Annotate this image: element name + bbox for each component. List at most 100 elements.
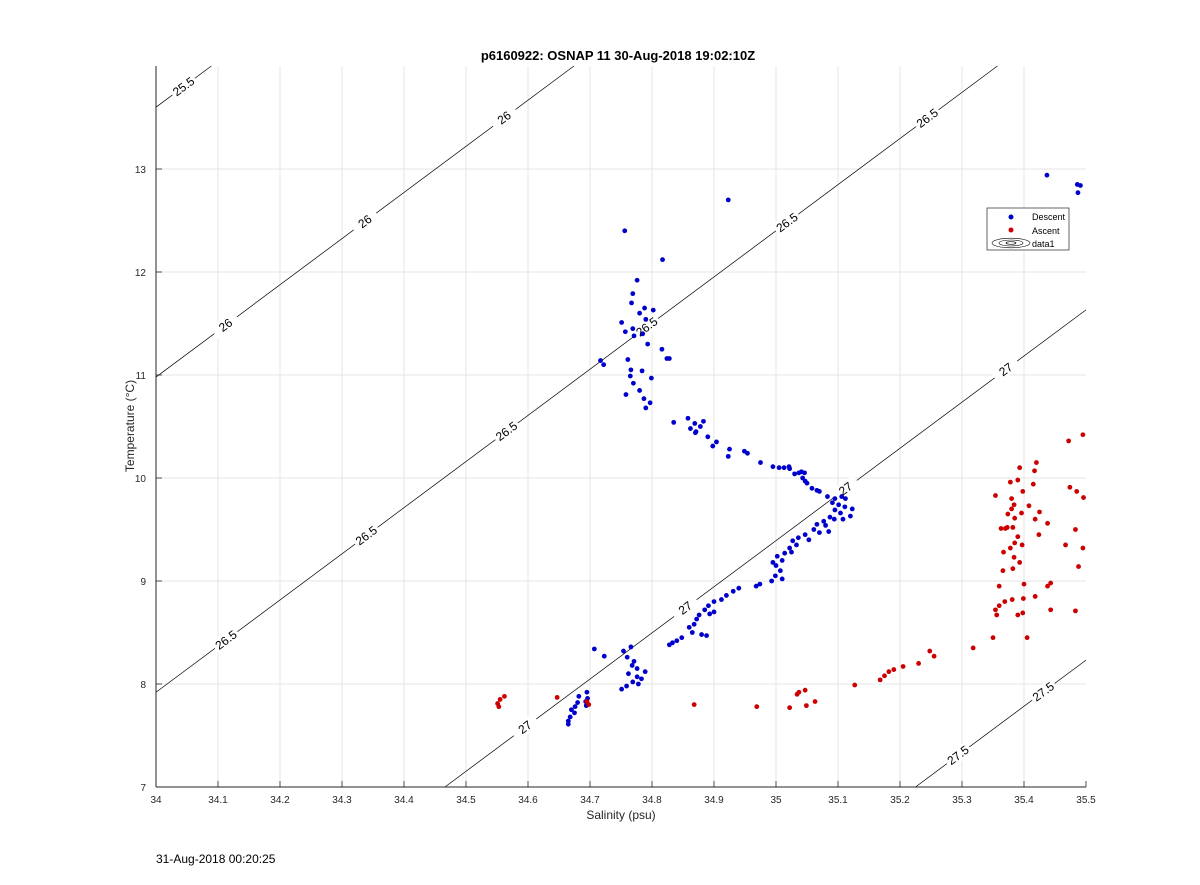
descent-point — [641, 396, 647, 402]
ascent-point — [1009, 496, 1014, 501]
descent-point — [840, 516, 846, 522]
data-points — [495, 172, 1086, 727]
descent-point — [779, 576, 785, 582]
descent-point — [724, 593, 729, 598]
descent-point — [650, 307, 656, 313]
ascent-point — [1019, 510, 1024, 516]
descent-point — [648, 375, 654, 381]
descent-point — [643, 405, 649, 411]
descent-point — [789, 549, 794, 555]
ascent-point — [502, 693, 507, 699]
descent-point — [598, 358, 603, 363]
ascent-point — [993, 607, 998, 613]
ascent-point — [1081, 495, 1086, 500]
descent-point — [692, 421, 698, 426]
descent-point — [575, 700, 580, 705]
descent-point — [795, 535, 801, 541]
contour-label-bg — [210, 626, 242, 655]
ascent-point — [1032, 594, 1038, 599]
descent-point — [848, 513, 853, 519]
descent-point — [619, 320, 625, 325]
chart-title: p6160922: OSNAP 11 30-Aug-2018 19:02:10Z — [481, 48, 755, 63]
descent-point — [666, 642, 672, 648]
descent-point — [639, 676, 644, 682]
descent-point — [806, 537, 812, 543]
ascent-point — [1037, 509, 1042, 515]
descent-point — [634, 277, 640, 283]
ascent-point — [1015, 534, 1021, 540]
descent-point — [688, 426, 693, 431]
ascent-point — [1007, 479, 1013, 485]
descent-point — [637, 388, 642, 393]
y-tick-label: 7 — [140, 783, 146, 794]
descent-point — [802, 470, 807, 476]
x-tick-label: 34.7 — [580, 795, 600, 806]
y-tick-label: 13 — [135, 165, 147, 176]
descent-point — [794, 542, 799, 548]
descent-point — [817, 488, 822, 494]
descent-point — [642, 305, 647, 311]
descent-point — [627, 373, 633, 379]
ascent-point — [1005, 511, 1011, 517]
ascent-point — [996, 603, 1002, 609]
ascent-point — [1024, 635, 1030, 641]
ascent-point — [1015, 477, 1021, 483]
descent-point — [701, 418, 706, 424]
descent-point — [711, 599, 717, 604]
ascent-point — [812, 699, 818, 704]
legend-ascent-label: Ascent — [1032, 226, 1060, 236]
descent-point — [635, 681, 641, 687]
x-tick-label: 34.3 — [332, 795, 352, 806]
ascent-point — [1067, 484, 1073, 490]
legend-data1-label: data1 — [1032, 239, 1055, 249]
legend-descent-label: Descent — [1032, 212, 1066, 222]
ascent-point — [916, 661, 921, 666]
descent-point — [825, 494, 830, 499]
descent-point — [624, 654, 630, 660]
descent-point — [631, 658, 637, 664]
ascent-point — [554, 694, 560, 700]
contour-label-bg — [830, 474, 862, 503]
descent-point — [645, 341, 651, 347]
descent-point — [832, 496, 838, 501]
descent-point — [576, 693, 582, 699]
ascent-point — [993, 493, 998, 498]
ascent-point — [1012, 540, 1018, 546]
x-tick-label: 35.5 — [1076, 795, 1096, 806]
descent-point — [569, 707, 574, 713]
ascent-point — [1020, 488, 1026, 494]
contour-label-bg — [990, 355, 1022, 384]
x-tick-label: 35.1 — [828, 795, 848, 806]
descent-point — [634, 674, 640, 680]
descent-point — [591, 646, 597, 652]
ascent-point — [803, 703, 809, 709]
descent-point — [671, 419, 677, 425]
x-tick-label: 34.6 — [518, 795, 538, 806]
descent-point — [777, 568, 783, 574]
descent-point — [745, 450, 750, 456]
descent-point — [753, 583, 759, 589]
descent-point — [711, 609, 717, 615]
y-tick-label: 11 — [136, 371, 147, 382]
contour-label-bg — [771, 208, 803, 237]
descent-point — [769, 578, 775, 584]
ascent-point — [1048, 580, 1054, 586]
descent-point — [623, 392, 629, 397]
y-tick-label: 9 — [140, 577, 146, 588]
ascent-point — [998, 526, 1004, 531]
ascent-point — [1020, 610, 1026, 616]
descent-point — [719, 597, 724, 602]
axes: 34 34.1 34.2 34.3 34.4 34.5 34.6 34.7 34.8 34.9 35… — [135, 66, 1096, 806]
ascent-point — [1010, 525, 1016, 530]
descent-point — [725, 453, 731, 459]
descent-point — [792, 471, 797, 477]
ascent-point — [691, 702, 697, 707]
descent-point — [639, 368, 645, 374]
ascent-point — [1002, 599, 1008, 604]
ascent-point — [1066, 438, 1072, 444]
descent-point — [821, 518, 827, 524]
descent-point — [706, 603, 711, 609]
x-tick-label: 34.2 — [270, 795, 290, 806]
descent-point — [770, 464, 776, 470]
